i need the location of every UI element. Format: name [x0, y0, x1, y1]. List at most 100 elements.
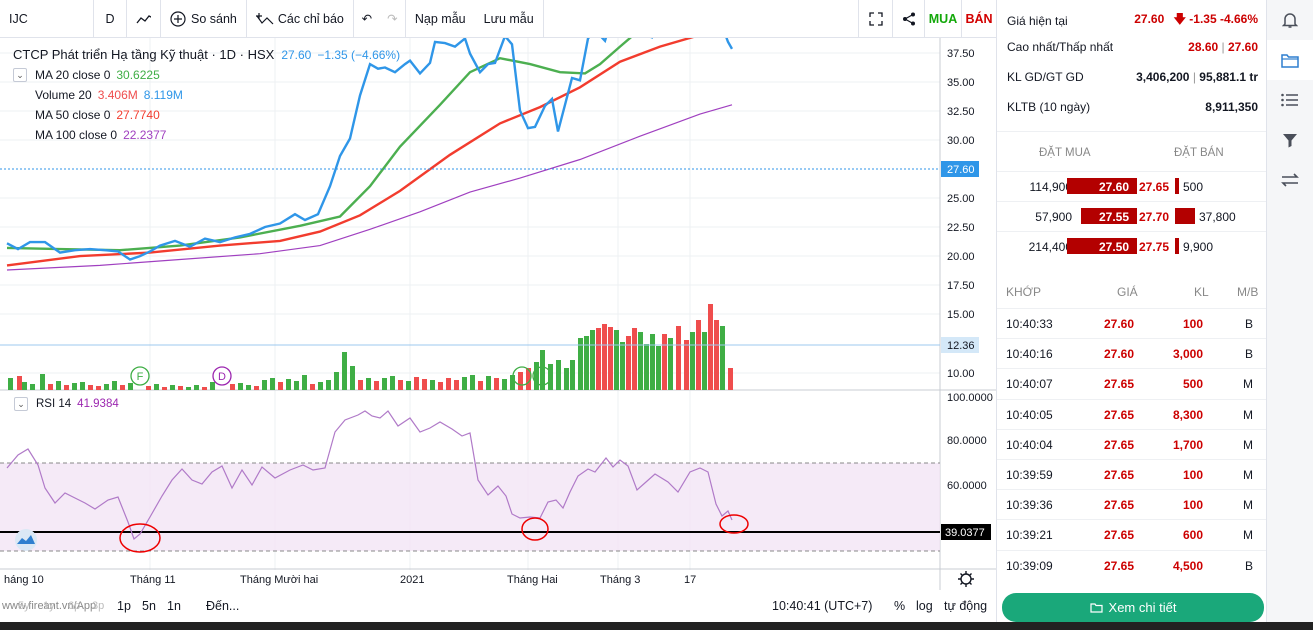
share-button[interactable] [892, 0, 924, 38]
svg-text:60.0000: 60.0000 [947, 480, 987, 492]
range-5n[interactable]: 5n [142, 599, 156, 613]
order-book-row[interactable]: 214,400 27.50 27.75 9,900 [997, 231, 1267, 261]
trade-row[interactable]: 10:40:07 27.65 500 M [997, 368, 1267, 398]
redo-button[interactable]: ↷ [380, 0, 406, 38]
list-button[interactable] [1267, 80, 1313, 120]
redo-icon: ↷ [387, 12, 398, 26]
volume-bar [478, 381, 483, 390]
swap-button[interactable] [1267, 160, 1313, 200]
rsi-band [0, 463, 940, 551]
symbol-search[interactable]: IJC [0, 0, 94, 38]
volume-bar [72, 383, 77, 390]
volume-value: 3,406,200 [1136, 70, 1190, 84]
collapse-legend-icon[interactable]: ⌄ [13, 68, 27, 82]
chart-type-button[interactable] [127, 0, 161, 38]
order-book-row[interactable]: 114,900 27.60 27.65 500 [997, 171, 1267, 201]
current-price-row: Giá hiện tại 27.60 🡇 -1.35 -4.66% [1007, 10, 1258, 31]
right-toolbar [1266, 0, 1313, 630]
indicators-label: Các chỉ báo [277, 11, 344, 26]
volume-bar [194, 385, 199, 390]
svg-text:25.00: 25.00 [947, 193, 975, 205]
window-bottom-bar [0, 622, 1313, 630]
trade-row[interactable]: 10:40:04 27.65 1,700 M [997, 428, 1267, 459]
folder-icon [1089, 603, 1103, 613]
ma20-value: 30.6225 [116, 68, 160, 82]
range-5y[interactable]: 5y [18, 600, 30, 612]
price-axis[interactable]: 37.50 35.00 32.50 30.00 25.00 22.50 20.0… [947, 48, 975, 380]
fullscreen-button[interactable] [858, 0, 892, 38]
goto-date-button[interactable]: Đến... [206, 599, 240, 613]
trade-volume: 100 [1182, 498, 1203, 513]
volume-bar [104, 384, 109, 390]
save-template-label: Lưu mẫu [483, 11, 534, 26]
event-marker-d[interactable]: D [212, 366, 232, 386]
event-marker-circle[interactable] [512, 366, 532, 386]
rsi-axis[interactable]: 100.0000 80.0000 60.0000 [947, 392, 993, 492]
volume-bar [262, 380, 267, 390]
buy-button[interactable]: MUA [924, 0, 961, 38]
range-1p[interactable]: 1p [117, 599, 131, 613]
current-price-label: Giá hiện tại [1007, 13, 1068, 28]
auto-toggle[interactable]: tự động [944, 599, 988, 613]
volume-bar [80, 382, 85, 390]
folder-button[interactable] [1267, 40, 1313, 80]
svg-text:15.00: 15.00 [947, 309, 975, 321]
time-axis[interactable]: háng 10 Tháng 11 Tháng Mười hai 2021 Thá… [4, 574, 696, 586]
volume-bar [302, 375, 307, 390]
percent-toggle[interactable]: % [894, 599, 906, 613]
last-price-label: 27.60 [947, 164, 975, 176]
trade-time: 10:40:05 [1006, 407, 1053, 422]
bid-volume: 114,900 [1029, 180, 1073, 194]
compare-button[interactable]: So sánh [161, 0, 247, 38]
view-details-button[interactable]: Xem chi tiết [1002, 593, 1264, 622]
chart-settings-icon[interactable] [958, 571, 974, 587]
range-1n[interactable]: 1n [167, 599, 181, 613]
interval-button[interactable]: D [94, 0, 127, 38]
order-book-row[interactable]: 57,900 27.55 27.70 37,800 [997, 201, 1267, 231]
volume-bar [438, 382, 443, 390]
volume-bar [470, 375, 475, 390]
trade-volume: 600 [1182, 528, 1203, 543]
range-3p[interactable]: 3p [92, 600, 105, 612]
trade-row[interactable]: 10:39:09 27.65 4,500 B [997, 549, 1267, 580]
trade-row[interactable]: 10:40:05 27.65 8,300 M [997, 398, 1267, 429]
range-1y[interactable]: 1y [43, 600, 55, 612]
volume-bar [720, 326, 725, 390]
price-chart[interactable]: F D 37.50 35.00 32.50 30.00 25.00 22.50 … [0, 38, 996, 590]
volume-bar [120, 385, 125, 390]
volume-bar [358, 380, 363, 390]
load-template-button[interactable]: Nạp mẫu [406, 0, 475, 38]
volume-bar [310, 384, 315, 390]
last-price-badge [941, 161, 979, 177]
trade-row[interactable]: 10:39:21 27.65 600 M [997, 519, 1267, 549]
trade-price: 27.65 [1103, 528, 1134, 543]
clock[interactable]: 10:40:41 (UTC+7) [772, 599, 873, 613]
svg-text:100.0000: 100.0000 [947, 392, 993, 404]
trade-row[interactable]: 10:40:16 27.60 3,000 B [997, 338, 1267, 368]
volume-bar [644, 344, 649, 390]
volume-bar [570, 360, 575, 390]
trade-time: 10:40:16 [1006, 347, 1053, 362]
event-marker-f[interactable]: F [130, 366, 150, 386]
log-toggle[interactable]: log [916, 599, 933, 613]
list-icon [1281, 93, 1298, 107]
trade-row[interactable]: 10:39:36 27.65 100 M [997, 489, 1267, 519]
collapse-rsi-icon[interactable]: ⌄ [14, 397, 28, 411]
volume-bar [390, 376, 395, 390]
filter-button[interactable] [1267, 120, 1313, 160]
notification-button[interactable] [1267, 0, 1313, 40]
svg-text:32.50: 32.50 [947, 106, 975, 118]
trade-row[interactable]: 10:40:33 27.60 100 B [997, 308, 1267, 338]
svg-text:F: F [137, 371, 144, 383]
save-template-button[interactable]: Lưu mẫu [475, 0, 544, 38]
chart-area[interactable]: IJC D So sánh Các chỉ báo ↶ ↷ Nạp mẫu Lư… [0, 0, 996, 630]
annotation-circle [119, 523, 161, 553]
undo-button[interactable]: ↶ [354, 0, 380, 38]
trade-row[interactable]: 10:39:59 27.65 100 M [997, 459, 1267, 489]
sell-button[interactable]: BÁN [961, 0, 996, 38]
indicators-button[interactable]: Các chỉ báo [247, 0, 354, 38]
kltb-label: KLTB (10 ngày) [1007, 100, 1091, 114]
event-marker-circle[interactable] [532, 366, 552, 386]
range-6p[interactable]: 6p [68, 600, 81, 612]
trade-volume: 4,500 [1172, 558, 1203, 573]
